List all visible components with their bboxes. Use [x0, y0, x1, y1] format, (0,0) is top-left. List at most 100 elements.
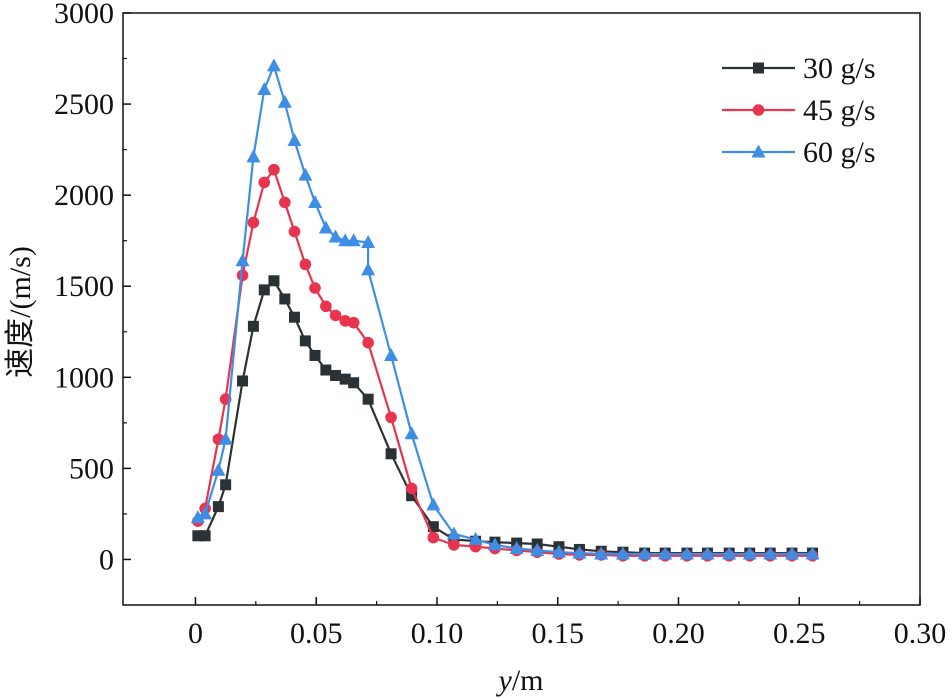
legend-item: 45 g/s: [722, 94, 876, 127]
data-point: [298, 167, 313, 181]
data-point: [320, 364, 332, 376]
y-axis: 0 500 1000 1500 2000 2500 3000: [54, 0, 131, 576]
y-tick-label: 2500: [54, 88, 114, 121]
data-point: [339, 373, 351, 385]
data-point: [247, 216, 260, 229]
data-point: [199, 530, 211, 542]
data-point: [288, 225, 301, 238]
data-point: [572, 545, 587, 559]
data-point: [468, 531, 483, 545]
y-tick-label: 0: [99, 543, 114, 576]
data-point: [318, 220, 333, 234]
x-tick-label: 0: [188, 617, 203, 650]
data-point: [637, 546, 652, 560]
data-point: [288, 311, 300, 323]
data-point: [404, 426, 419, 440]
data-point: [722, 546, 737, 560]
data-point: [268, 163, 280, 176]
data-point: [236, 269, 249, 282]
plot-area: [122, 12, 921, 606]
data-point: [220, 479, 232, 491]
data-point: [247, 320, 259, 332]
data-point: [330, 369, 342, 381]
data-point: [268, 275, 280, 287]
y-tick-label: 3000: [54, 0, 114, 30]
series-2: [192, 163, 819, 562]
data-point: [385, 411, 397, 424]
legend-marker: [753, 62, 764, 74]
series-3: [190, 58, 820, 560]
data-point: [805, 546, 820, 560]
data-point: [784, 546, 799, 560]
data-point: [287, 133, 302, 147]
data-point: [299, 335, 311, 347]
data-point: [246, 149, 261, 163]
data-point: [384, 347, 399, 361]
x-tick-label: 0.05: [290, 617, 343, 650]
data-point: [320, 300, 332, 313]
data-point: [308, 194, 323, 208]
x-axis: 0 0.05 0.10 0.15 0.20 0.25 0.30: [188, 597, 946, 650]
data-point: [426, 497, 441, 511]
data-point: [329, 309, 342, 322]
legend-marker: [752, 104, 765, 116]
x-tick-label: 0.30: [894, 617, 947, 650]
data-point: [679, 546, 694, 560]
x-tick-label: 0.20: [652, 617, 705, 650]
y-tick-label: 1500: [54, 270, 114, 303]
data-point: [446, 526, 461, 540]
legend-label: 45 g/s: [803, 94, 876, 127]
data-point: [279, 293, 291, 305]
data-point: [190, 510, 205, 524]
data-point: [551, 544, 566, 558]
data-point: [279, 196, 291, 209]
data-point: [218, 431, 233, 445]
data-point: [405, 482, 418, 495]
data-point: [328, 229, 343, 243]
data-point: [211, 462, 226, 476]
data-point: [742, 546, 757, 560]
legend-label: 60 g/s: [803, 136, 876, 169]
data-point: [615, 546, 630, 560]
data-point: [361, 235, 376, 249]
legend-item: 30 g/s: [722, 52, 876, 85]
data-point: [258, 284, 270, 296]
data-point: [509, 541, 524, 555]
data-point: [448, 539, 460, 551]
data-point: [362, 336, 374, 349]
data-point: [212, 501, 224, 513]
legend: 30 g/s 45 g/s 60 g/s: [722, 52, 876, 169]
data-point: [266, 58, 281, 72]
data-point: [192, 530, 204, 542]
data-point: [299, 258, 312, 271]
data-point: [258, 176, 271, 189]
data-point: [277, 94, 292, 108]
y-tick-label: 1000: [54, 361, 114, 394]
data-point: [385, 448, 397, 460]
y-axis-title: 速度/(m/s): [4, 246, 37, 378]
y-tick-label: 2000: [54, 179, 114, 212]
data-point: [763, 546, 778, 560]
data-point: [530, 542, 545, 556]
data-point: [237, 375, 249, 387]
legend-marker: [751, 144, 766, 158]
x-tick-label: 0.25: [773, 617, 826, 650]
data-point: [406, 490, 418, 502]
data-point: [346, 233, 361, 247]
data-point: [427, 531, 440, 544]
series-line: [196, 168, 813, 557]
series-layer: [190, 58, 820, 562]
data-point: [487, 537, 502, 551]
x-tick-label: 0.15: [531, 617, 584, 650]
data-point: [257, 82, 272, 96]
data-point: [427, 521, 439, 533]
x-axis-title: y/m: [496, 664, 544, 697]
series-1: [192, 275, 819, 559]
data-point: [309, 349, 321, 361]
data-point: [347, 316, 360, 329]
legend-label: 30 g/s: [803, 52, 876, 85]
plot-frame: [122, 12, 921, 606]
data-point: [594, 546, 609, 560]
data-point: [348, 377, 360, 389]
